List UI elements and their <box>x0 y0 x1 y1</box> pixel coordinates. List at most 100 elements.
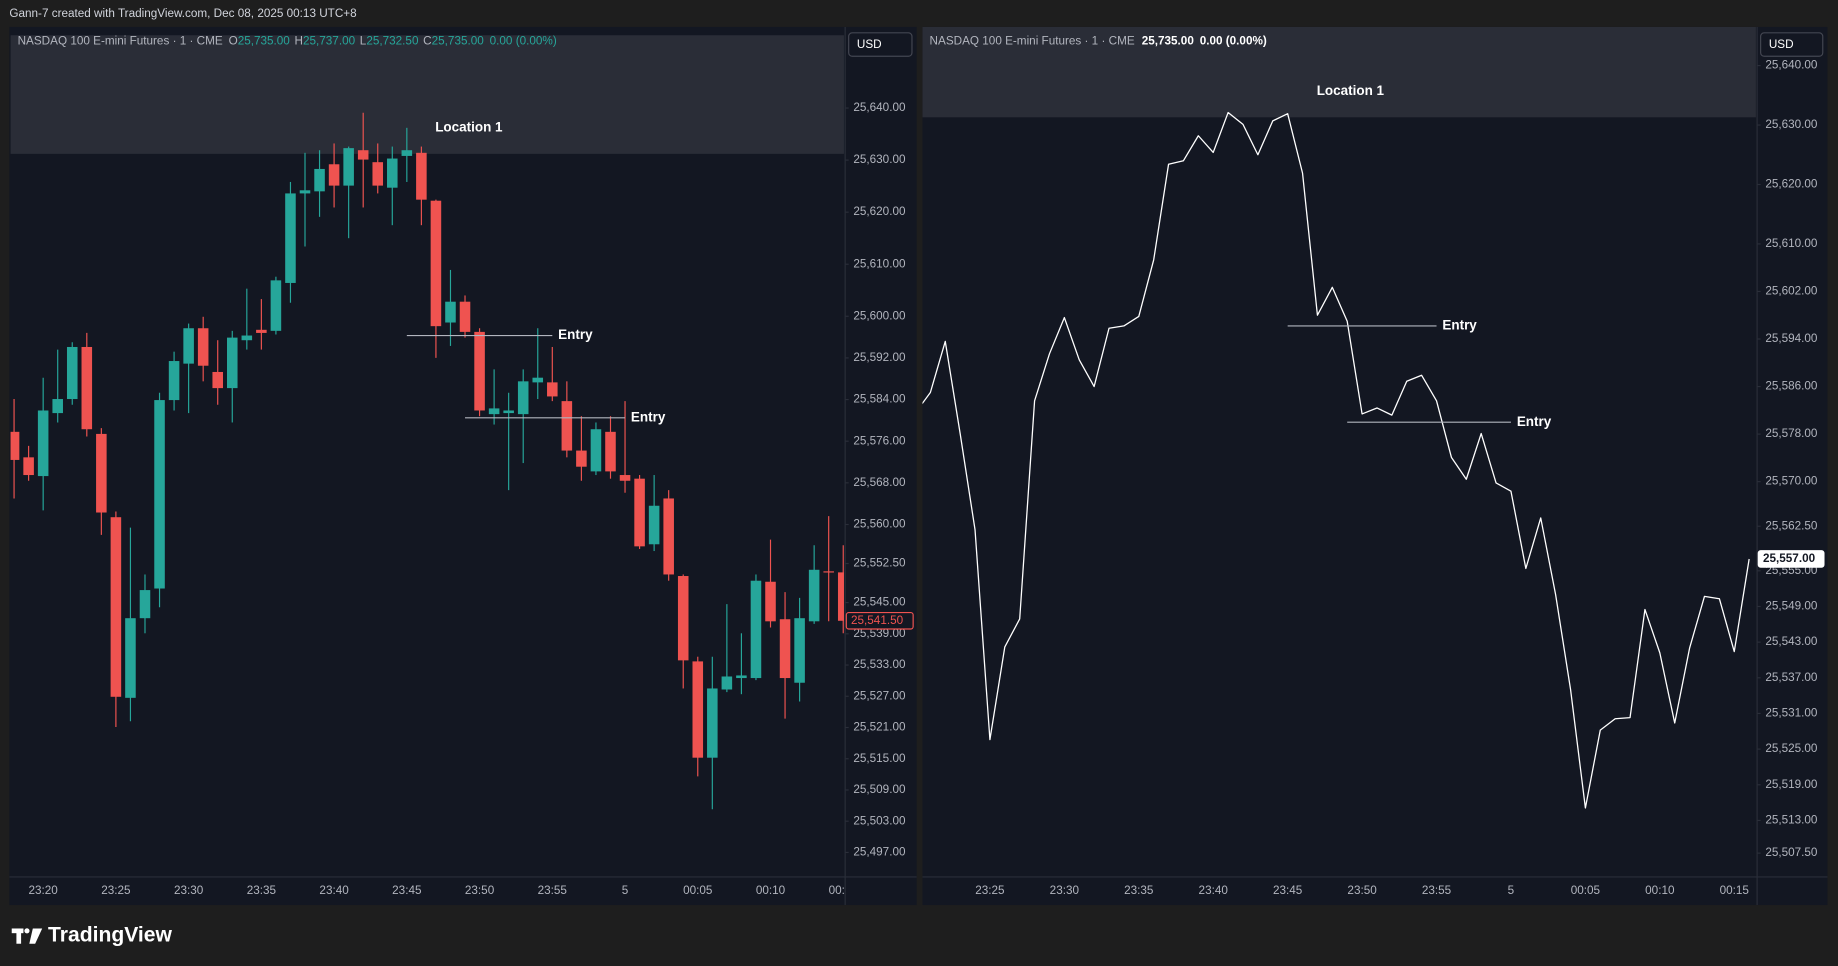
candle-body <box>343 148 354 186</box>
x-tick-label: 00:10 <box>1645 884 1675 897</box>
y-tick-label: 25,552.50 <box>853 557 906 570</box>
y-tick-label: 25,507.50 <box>1765 846 1818 859</box>
price-line <box>922 111 1750 809</box>
candle-body <box>401 150 413 156</box>
legend-symbol: NASDAQ 100 E-mini Futures · 1 · CME <box>18 35 223 48</box>
zone <box>922 26 1756 118</box>
candle-body <box>81 346 93 430</box>
currency-label[interactable]: USD <box>857 38 882 51</box>
pane <box>9 26 917 906</box>
candle-body <box>10 431 20 460</box>
candle-body <box>197 328 209 366</box>
time-axis: 23:20 23:25 23:30 23:35 23:40 23:45 23:50 23:55… <box>28 884 843 897</box>
legend-symbol: NASDAQ 100 E-mini Futures · 1 · CME <box>930 35 1135 48</box>
y-tick-label: 25,620.00 <box>853 205 906 218</box>
entry-label: Entry <box>558 327 593 342</box>
candle-body <box>794 618 805 683</box>
candle-body <box>387 158 398 188</box>
legend-key: O <box>229 35 238 48</box>
y-tick-label: 25,640.00 <box>853 101 906 114</box>
y-tick-label: 25,584.00 <box>853 393 906 406</box>
last-price-box <box>845 611 914 630</box>
candle-body <box>416 152 427 200</box>
zone <box>10 35 844 154</box>
y-tick-label: 25,521.00 <box>853 721 906 734</box>
candle-body <box>37 410 49 477</box>
legend-key: L <box>360 35 367 48</box>
y-tick-label: 25,576.00 <box>853 434 906 447</box>
x-tick-label: 00:05 <box>683 884 713 897</box>
x-tick-label: 23:45 <box>1273 884 1303 897</box>
y-tick-label: 25,503.00 <box>853 814 906 827</box>
y-tick-label: 25,545.00 <box>853 596 906 609</box>
candle-body <box>823 571 834 573</box>
x-tick-label: 23:55 <box>538 884 568 897</box>
candle-body <box>663 498 674 575</box>
x-tick-label: 23:40 <box>1199 884 1229 897</box>
y-tick-label: 25,630.00 <box>853 153 906 166</box>
candle-body <box>692 661 704 758</box>
candle-body <box>183 328 194 364</box>
y-tick-label: 25,568.00 <box>853 476 906 489</box>
candle-body <box>517 381 529 415</box>
candle-body <box>707 688 718 758</box>
legend-key: H <box>295 35 303 48</box>
candle-body <box>357 150 369 160</box>
legend-value: 25,735.00 <box>238 35 291 48</box>
candle-body <box>576 450 587 467</box>
currency-button[interactable] <box>1760 32 1824 57</box>
x-tick-label: 23:30 <box>1050 884 1080 897</box>
x-tick-label: 23:50 <box>1347 884 1377 897</box>
x-tick-label: 23:50 <box>465 884 495 897</box>
candle-body <box>445 301 456 323</box>
currency-label[interactable]: USD <box>1769 38 1794 51</box>
y-tick-label: 25,594.00 <box>1765 332 1818 345</box>
candle-body <box>503 410 514 414</box>
candle-body <box>765 581 776 622</box>
candle-body <box>459 301 471 332</box>
x-tick-label: 23:25 <box>101 884 131 897</box>
candle-body <box>532 377 544 383</box>
y-tick-label: 25,620.00 <box>1765 178 1818 191</box>
candle-body <box>241 335 253 341</box>
x-tick-label: 23:20 <box>28 884 58 897</box>
y-tick-label: 25,610.00 <box>1765 237 1818 250</box>
legend-change: 0.00 (0.00%) <box>1200 35 1267 48</box>
candle-body <box>154 400 165 589</box>
candle-body <box>226 337 238 389</box>
y-tick-label: 25,570.00 <box>1765 475 1818 488</box>
y-tick-label: 25,533.00 <box>853 658 906 671</box>
candle-body <box>66 346 78 400</box>
y-tick-label: 25,509.00 <box>853 783 906 796</box>
x-tick-label: 00:05 <box>1571 884 1601 897</box>
logo-mark <box>29 928 43 944</box>
candle-body <box>837 572 844 621</box>
y-tick-label: 25,537.00 <box>1765 671 1818 684</box>
y-tick-label: 25,602.00 <box>1765 285 1818 298</box>
legend-key: C <box>423 35 432 48</box>
candle-body <box>648 505 660 545</box>
y-tick-label: 25,610.00 <box>853 257 906 270</box>
candle-body <box>808 569 820 622</box>
candle-body <box>23 457 34 476</box>
x-tick-label: 00:15 <box>1720 884 1750 897</box>
candle-body <box>605 431 616 472</box>
legend-value: 25,732.50 <box>366 35 419 48</box>
candle-body <box>590 429 602 472</box>
plot-area: Location 1 <box>10 35 844 810</box>
y-tick-label: 25,562.50 <box>1765 519 1818 532</box>
currency-button[interactable] <box>848 32 913 57</box>
candle-body <box>372 162 384 186</box>
y-tick-label: 25,539.00 <box>853 627 906 640</box>
x-tick-label: 23:40 <box>319 884 349 897</box>
y-tick-label: 25,515.00 <box>853 752 906 765</box>
x-tick-label: 5 <box>622 884 629 897</box>
x-tick-label: 23:30 <box>174 884 204 897</box>
candle-body <box>96 433 107 513</box>
y-tick-label: 25,560.00 <box>853 518 906 531</box>
last-price-label: 25,541.50 <box>851 614 904 627</box>
y-tick-label: 25,586.00 <box>1765 380 1818 393</box>
pane <box>922 26 1828 906</box>
y-tick-label: 25,600.00 <box>853 309 906 322</box>
candle-body <box>677 576 689 661</box>
